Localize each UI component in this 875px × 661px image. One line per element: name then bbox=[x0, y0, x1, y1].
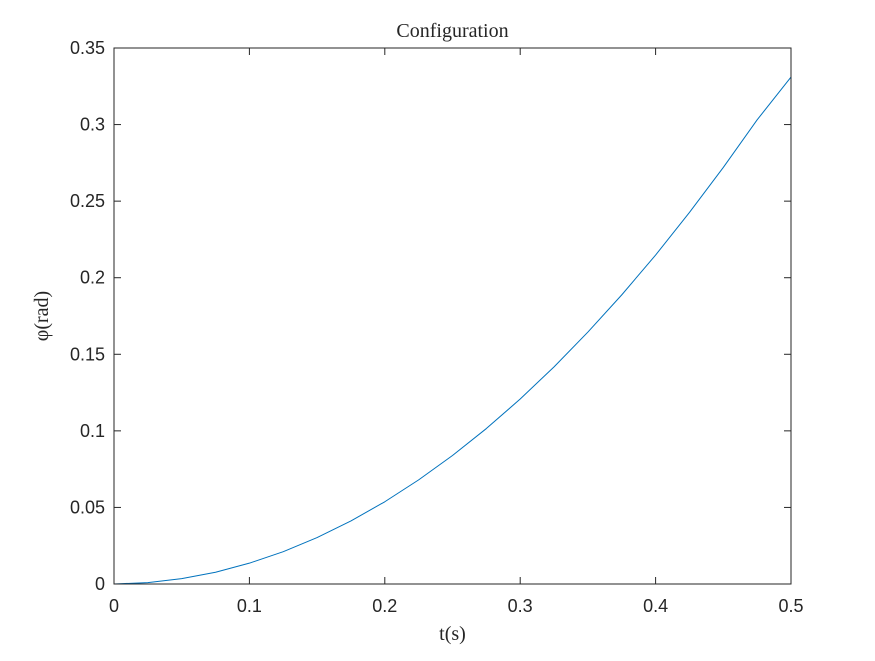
axes-box bbox=[113, 47, 792, 585]
y-tick-label: 0.25 bbox=[70, 191, 105, 211]
x-tick-label: 0.5 bbox=[778, 596, 803, 616]
x-tick-label: 0 bbox=[109, 596, 119, 616]
y-axis-label: φ(rad) bbox=[31, 291, 53, 341]
x-tick-label: 0.4 bbox=[643, 596, 668, 616]
series-layer bbox=[113, 76, 792, 585]
y-tick-label: 0.2 bbox=[80, 268, 105, 288]
axes-background bbox=[114, 48, 791, 584]
y-tick-label: 0.3 bbox=[80, 115, 105, 135]
y-tick-label: 0 bbox=[95, 574, 105, 594]
x-axis-label: t(s) bbox=[439, 623, 466, 645]
x-tick-label: 0.1 bbox=[237, 596, 262, 616]
y-tick-label: 0.05 bbox=[70, 497, 105, 517]
x-tick-label: 0.2 bbox=[372, 596, 397, 616]
series-line-phi bbox=[113, 76, 792, 585]
x-tick-label: 0.3 bbox=[508, 596, 533, 616]
y-tick-label: 0.15 bbox=[70, 344, 105, 364]
y-tick-label: 0.35 bbox=[70, 38, 105, 58]
chart-title: Configuration bbox=[396, 20, 508, 42]
y-tick-label: 0.1 bbox=[80, 421, 105, 441]
